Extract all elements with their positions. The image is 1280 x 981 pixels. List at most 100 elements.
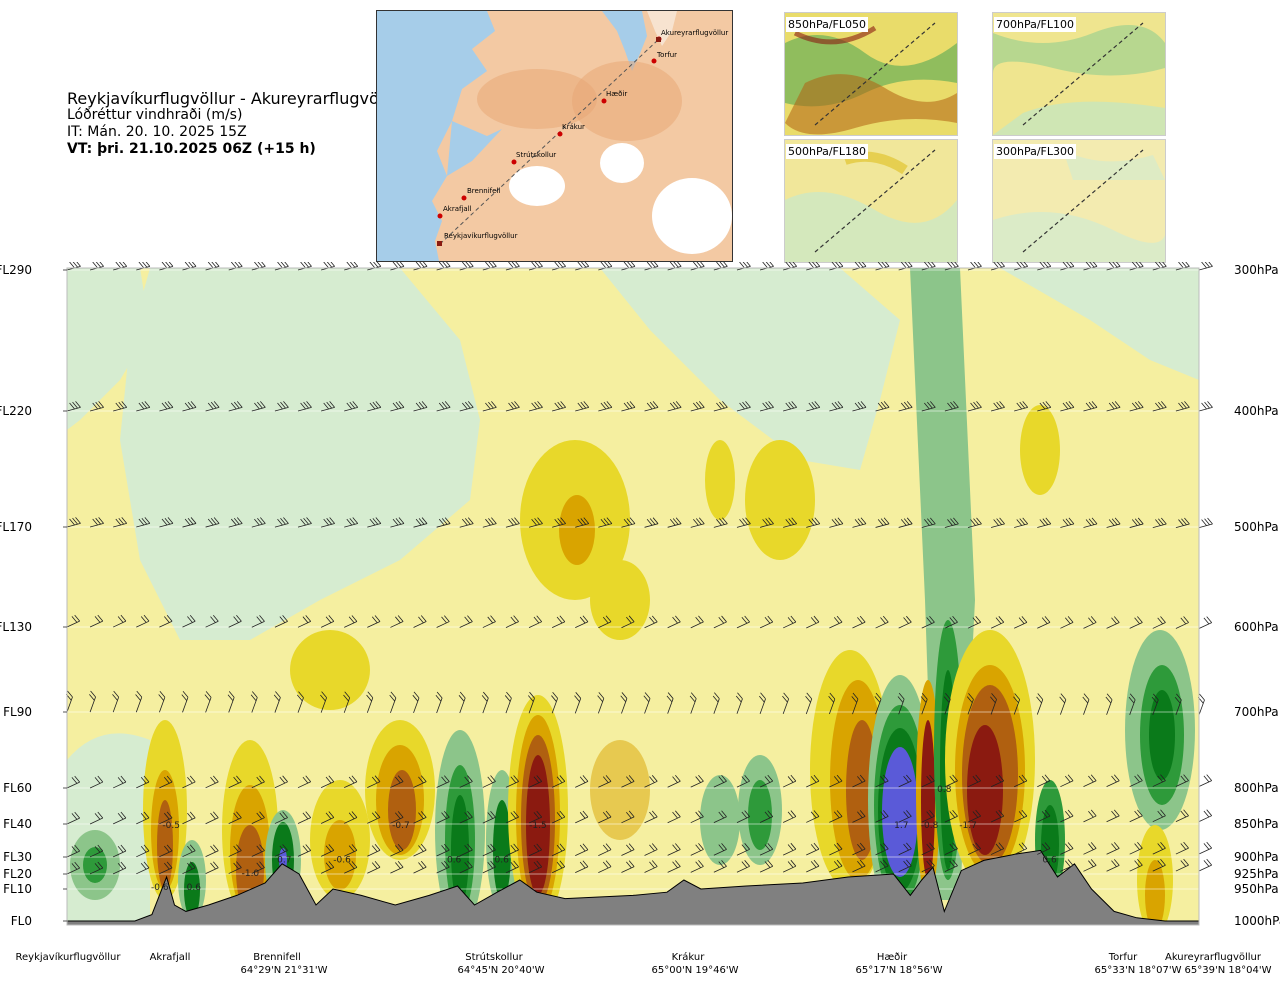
wind-barb — [528, 860, 543, 874]
wind-barb-feather — [1134, 860, 1140, 867]
wind-barb-shaft — [1083, 848, 1097, 855]
wind-barb-feather — [115, 518, 122, 526]
wind-barb-feather — [858, 262, 864, 268]
wind-barb-feather — [857, 844, 863, 851]
vertical-wind-field — [67, 268, 1199, 925]
wind-barb — [643, 692, 651, 714]
y-tick-label-right: 1000hPa — [1234, 914, 1280, 928]
wind-barb-feather — [698, 401, 705, 408]
wind-barb-feather — [259, 844, 265, 851]
wind-barb-shaft — [644, 698, 651, 714]
wind-barb-feather — [949, 811, 956, 818]
wind-barb-shaft — [921, 848, 935, 856]
wind-barb-feather — [536, 860, 543, 868]
wind-barb-feather — [140, 812, 147, 820]
wind-barb-shaft — [759, 698, 766, 714]
wind-barb-feather — [143, 861, 150, 869]
wind-barb — [1083, 809, 1097, 823]
wind-barb-feather — [191, 262, 197, 267]
thumbnail-500hpa[interactable]: 500hPa/FL180 — [784, 139, 958, 263]
thumbnail-850hpa[interactable]: 850hPa/FL050 — [784, 12, 958, 136]
wind-barb-shaft — [736, 698, 743, 714]
wind-barb — [990, 616, 1005, 629]
wind-barb-feather — [1134, 401, 1141, 409]
wind-barb — [782, 774, 797, 788]
wind-barb-feather — [874, 696, 881, 703]
wind-barb — [898, 401, 913, 412]
wind-barb-feather — [1135, 262, 1141, 268]
wind-barb — [344, 401, 359, 412]
wind-barb — [273, 691, 281, 713]
wind-barb-feather — [859, 615, 866, 623]
wind-barb-feather — [1021, 616, 1028, 623]
wind-barb-feather — [737, 692, 743, 699]
wind-barb-feather — [256, 845, 263, 853]
wind-barb-shaft — [367, 866, 381, 874]
wind-barb-feather — [788, 518, 795, 525]
wind-barb — [806, 842, 820, 856]
wind-barb-feather — [534, 518, 540, 525]
wind-barb-shaft — [390, 621, 404, 628]
wind-barb — [1129, 774, 1143, 787]
wind-barb-shaft — [644, 816, 658, 824]
wind-barb-feather — [742, 401, 748, 409]
wind-barb-feather — [1157, 810, 1164, 818]
wind-barb-feather — [300, 518, 306, 526]
wind-barb-feather — [487, 812, 494, 819]
wind-barb-feather — [144, 401, 151, 408]
wind-barb-shaft — [89, 817, 103, 825]
wind-barb-shaft — [482, 849, 496, 857]
wind-barb-shaft — [66, 867, 80, 875]
wind-barb-feather — [508, 518, 514, 526]
wind-barb — [1083, 774, 1097, 788]
wind-barb — [1106, 809, 1120, 823]
wind-barb — [297, 615, 312, 628]
wind-barb-feather — [166, 861, 173, 869]
wind-barb-feather — [1022, 401, 1029, 408]
wind-barb — [367, 517, 382, 528]
wind-barb-feather — [762, 262, 768, 269]
wind-barb-feather — [1037, 693, 1044, 700]
wind-barb-shaft — [782, 816, 797, 823]
thumbnail-300hpa[interactable]: 300hPa/FL300 — [992, 139, 1166, 263]
wind-barb-feather — [815, 262, 821, 267]
wind-barb-feather — [883, 517, 890, 525]
wind-barb-shaft — [390, 523, 405, 528]
wind-barb — [667, 401, 682, 412]
wind-barb-feather — [788, 262, 795, 268]
wind-barb-feather — [1044, 774, 1051, 782]
wind-barb-feather — [926, 860, 932, 868]
wind-barb-shaft — [366, 697, 374, 713]
wind-barb-feather — [1157, 617, 1164, 625]
wind-barb-feather — [972, 617, 979, 624]
wind-barb-feather — [626, 844, 632, 852]
wind-barb-shaft — [736, 523, 751, 528]
wind-barb-feather — [673, 262, 679, 268]
wind-barb-feather — [1014, 693, 1020, 700]
wind-barb-feather — [791, 401, 797, 408]
wind-barb-feather — [420, 775, 427, 782]
wind-barb-shaft — [89, 850, 103, 858]
wind-barb-feather — [675, 401, 682, 408]
wind-barb-shaft — [66, 406, 81, 412]
wind-barb-shaft — [806, 523, 820, 528]
field-region — [324, 820, 356, 890]
wind-barb-feather — [785, 262, 792, 269]
issue-time: IT: Mán. 20. 10. 2025 15Z — [67, 124, 247, 140]
thumbnail-700hpa[interactable]: 700hPa/FL100 — [992, 12, 1166, 136]
wind-barb-feather — [690, 692, 697, 699]
wind-barb-shaft — [1152, 815, 1166, 823]
wind-barb-feather — [351, 844, 358, 851]
cross-section-chart: -0.5-0.6 0.60.7-1.0-0.6-0.70.6 0.6-1.5 1.7-… — [0, 262, 1280, 976]
wind-barb-shaft — [621, 621, 635, 629]
map-label-strutskollur: Strútskollur — [516, 151, 557, 159]
wind-barb-shaft — [528, 849, 542, 857]
wind-barb-feather — [627, 262, 633, 268]
wind-barb-shaft — [875, 621, 889, 629]
wind-barb-feather — [560, 401, 566, 408]
wind-barb-feather — [536, 843, 543, 851]
y-tick-label-right: 925hPa — [1234, 867, 1279, 881]
wind-barb-shaft — [1198, 523, 1213, 528]
wind-barb — [1105, 693, 1113, 715]
wind-barb — [413, 401, 428, 412]
